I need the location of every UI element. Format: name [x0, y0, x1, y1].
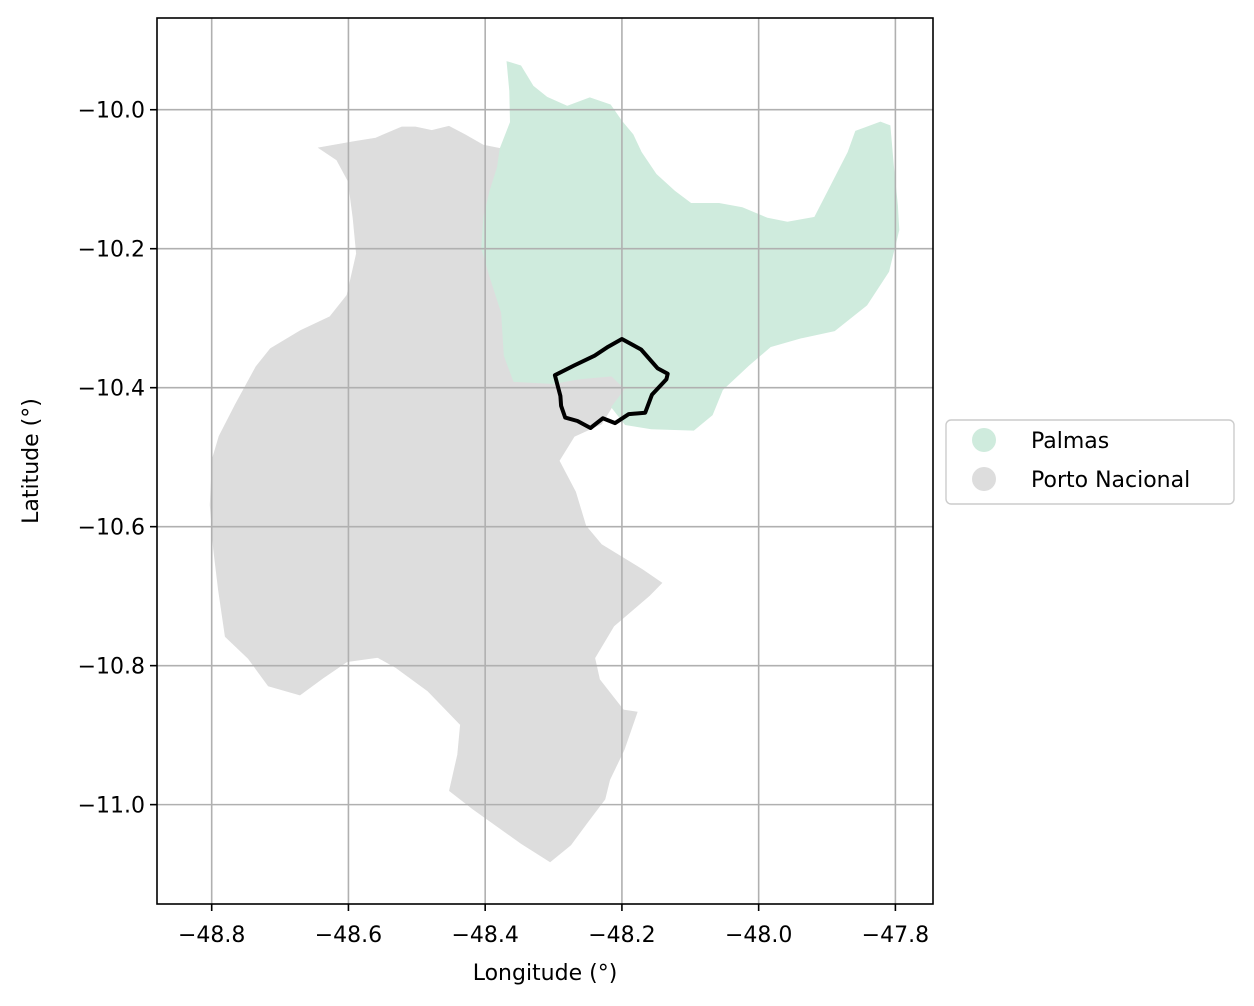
- highlight-outline: [552, 337, 670, 430]
- legend-marker-palmas: [972, 428, 996, 452]
- x-tick-label: −47.8: [862, 923, 929, 948]
- x-tick-label: −48.4: [451, 923, 518, 948]
- y-tick-label: −10.8: [78, 655, 145, 680]
- x-tick-label: −48.8: [178, 923, 245, 948]
- legend-marker-porto-nacional: [972, 467, 996, 491]
- x-tick-label: −48.0: [725, 923, 792, 948]
- y-tick-label: −11.0: [78, 794, 145, 819]
- x-axis-label: Longitude (°): [473, 961, 618, 986]
- x-tick-label: −48.2: [588, 923, 655, 948]
- y-tick-label: −10.0: [78, 99, 145, 124]
- x-tick-label: −48.6: [315, 923, 382, 948]
- regions-layer: [209, 61, 900, 863]
- plot-frame: [156, 17, 934, 905]
- region-palmas: [481, 61, 900, 431]
- legend-frame: [945, 419, 1235, 505]
- grid-layer: [157, 18, 933, 904]
- outline-layer: [552, 337, 670, 430]
- ticks-layer: −48.8 −48.6 −48.4 −48.2 −48.0 −47.8 −10.0 −10.2…: [78, 99, 930, 948]
- y-tick-label: −10.6: [78, 516, 145, 541]
- y-tick-label: −10.4: [78, 377, 145, 402]
- legend: Palmas Porto Nacional: [945, 419, 1235, 505]
- legend-label-porto-nacional: Porto Nacional: [1031, 468, 1190, 493]
- legend-label-palmas: Palmas: [1031, 429, 1109, 454]
- y-axis-label: Latitude (°): [19, 398, 44, 524]
- y-tick-label: −10.2: [78, 238, 145, 263]
